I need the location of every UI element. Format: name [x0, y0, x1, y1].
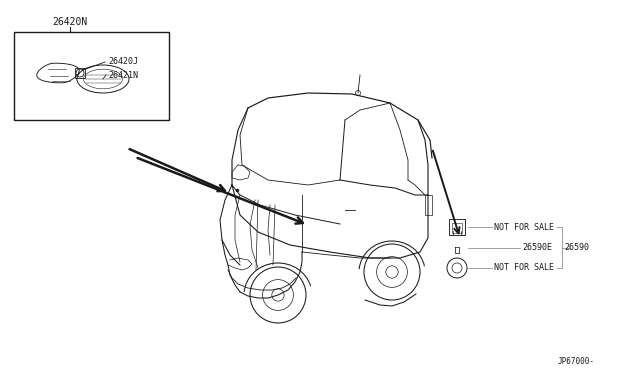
Bar: [449, 219, 465, 235]
Text: NOT FOR SALE: NOT FOR SALE: [494, 222, 554, 231]
Text: 26420N: 26420N: [52, 17, 88, 27]
Text: 26421N: 26421N: [108, 71, 138, 80]
Text: 26590E: 26590E: [522, 244, 552, 253]
Text: NOT FOR SALE: NOT FOR SALE: [494, 263, 554, 273]
Bar: [14, 32, 169, 120]
Text: 26590: 26590: [564, 244, 589, 253]
Text: JP67000-: JP67000-: [558, 357, 595, 366]
Bar: [75, 68, 85, 78]
Text: 26420J: 26420J: [108, 58, 138, 67]
Bar: [425, 195, 432, 215]
Bar: [452, 223, 462, 233]
